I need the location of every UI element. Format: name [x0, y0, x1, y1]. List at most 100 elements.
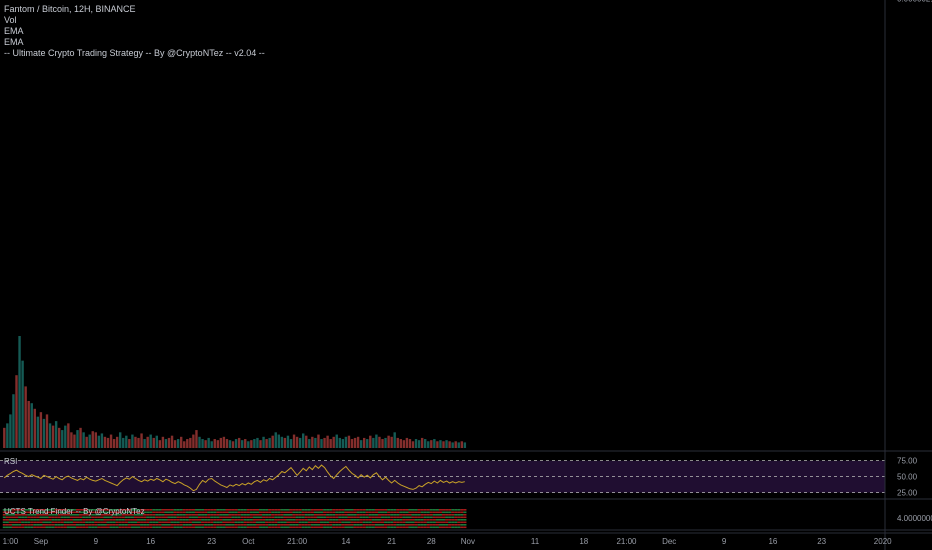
volume-bar: [48, 423, 52, 448]
legend-ema-1[interactable]: EMA: [4, 26, 24, 36]
trend-cell: [213, 509, 217, 511]
trend-cell: [210, 509, 214, 511]
trend-cell: [353, 521, 357, 524]
trend-cell: [338, 509, 342, 511]
trend-cell: [45, 509, 49, 511]
trend-cell: [390, 521, 394, 524]
trend-cell: [368, 521, 372, 524]
time-tick-label: 9: [94, 537, 99, 546]
trend-cell: [426, 516, 430, 519]
trend-cell: [460, 516, 464, 519]
trend-cell: [48, 526, 52, 529]
trend-cell: [225, 524, 229, 526]
trend-cell: [213, 526, 217, 529]
legend-volume[interactable]: Vol: [4, 15, 17, 25]
trend-cell: [426, 524, 430, 526]
trend-cell: [82, 521, 86, 524]
trend-cell: [201, 514, 205, 516]
trend-cell: [176, 521, 180, 524]
time-tick-label: Sep: [34, 537, 49, 546]
trend-cell: [268, 526, 272, 529]
trend-cell: [246, 524, 250, 526]
trend-cell: [39, 516, 43, 519]
trend-cell: [274, 524, 278, 526]
trend-cell: [15, 514, 19, 516]
trend-cell: [11, 521, 16, 524]
volume-bar: [164, 439, 168, 448]
price-axis[interactable]: 0.000002100.000002000.000001900.00000180…: [884, 0, 932, 550]
volume-bar: [128, 439, 131, 448]
trend-cell: [106, 509, 110, 511]
rsi-label[interactable]: RSI: [4, 457, 18, 466]
trend-cell: [21, 524, 25, 526]
rsi-panel[interactable]: 75.00 50.00 25.00: [0, 450, 932, 500]
trend-cell: [231, 509, 235, 511]
trend-cell: [27, 521, 31, 524]
legend-ema-2[interactable]: EMA: [4, 37, 24, 47]
trend-cell: [356, 509, 360, 511]
trend-cell: [121, 519, 125, 521]
trend-cell: [127, 526, 131, 529]
trend-cell: [33, 524, 37, 526]
trend-cell: [274, 526, 278, 529]
trend-cell: [11, 516, 16, 519]
trend-cell: [252, 511, 256, 514]
volume-bar: [201, 439, 204, 448]
legend-strategy[interactable]: -- Ultimate Crypto Trading Strategy -- B…: [4, 48, 265, 58]
trend-cell: [463, 509, 467, 511]
time-axis[interactable]: 1:00 Sep 9 16 23 Oct 21:00 14 21 28 Nov 11 18 21:00 De…: [0, 532, 932, 546]
trend-cell: [301, 509, 305, 511]
trend-cell: [329, 524, 333, 526]
trend-finder-panel[interactable]: 4.00000000: [0, 509, 932, 531]
volume-bar: [420, 437, 424, 448]
trend-cell: [170, 521, 174, 524]
trend-cell: [359, 509, 363, 511]
trend-cell: [313, 524, 317, 526]
trend-cell: [381, 524, 385, 526]
trend-cell: [91, 511, 95, 514]
trend-cell: [243, 526, 247, 529]
trend-finder-label[interactable]: UCTS Trend Finder -- By @CryptoNTez: [4, 507, 145, 516]
volume-bar: [234, 439, 238, 448]
trend-cell: [225, 521, 229, 524]
trend-cell: [97, 526, 101, 529]
trend-cell: [8, 519, 12, 521]
trend-cell: [448, 514, 452, 516]
trend-cell: [118, 519, 122, 521]
trend-cell: [365, 509, 369, 511]
trend-cell: [194, 524, 199, 526]
trend-cell: [140, 524, 144, 526]
trend-cell: [411, 509, 415, 511]
volume-bar: [79, 427, 82, 448]
volume-bar: [198, 436, 201, 448]
trend-cell: [42, 519, 46, 521]
trend-cell: [173, 521, 177, 524]
trend-cell: [252, 519, 256, 521]
trend-cell: [432, 509, 436, 511]
trend-cell: [121, 516, 125, 519]
trend-cell: [438, 509, 443, 511]
trend-cell: [118, 511, 122, 514]
trend-cell: [57, 526, 61, 529]
trend-cell: [393, 511, 397, 514]
trend-cell: [411, 519, 415, 521]
trend-cell: [11, 514, 16, 516]
trend-cell: [11, 509, 16, 511]
trend-cell: [194, 514, 199, 516]
trend-cell: [100, 524, 104, 526]
trend-cell: [381, 526, 385, 529]
trend-cell: [396, 526, 400, 529]
trend-cell: [51, 511, 55, 514]
symbol-title[interactable]: Fantom / Bitcoin, 12H, BINANCE: [4, 4, 136, 14]
trend-cell: [185, 511, 189, 514]
trend-cell: [201, 524, 205, 526]
trend-cell: [411, 516, 415, 519]
trend-cell: [137, 526, 141, 529]
trend-cell: [429, 511, 433, 514]
trend-cell: [36, 514, 40, 516]
volume-bar: [122, 437, 125, 448]
trend-cell: [384, 519, 388, 521]
trend-cell: [164, 519, 168, 521]
trend-cell: [54, 524, 58, 526]
